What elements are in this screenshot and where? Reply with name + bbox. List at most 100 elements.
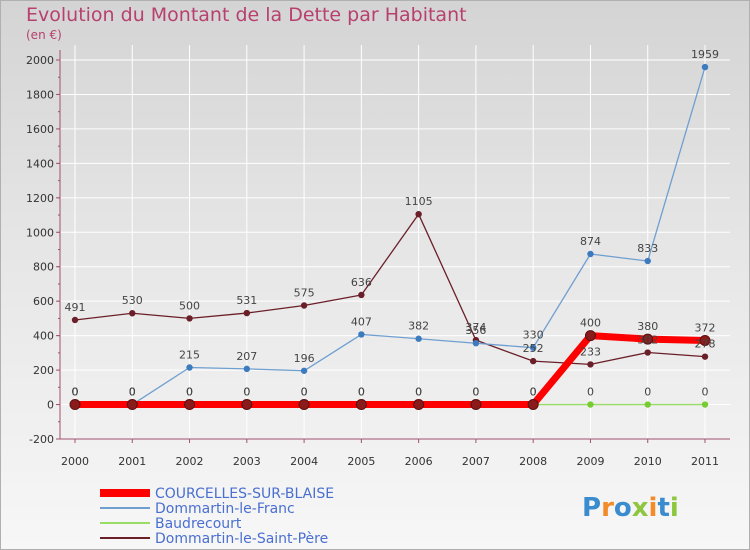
- data-point: [587, 250, 594, 258]
- chart-subtitle: (en €): [26, 28, 62, 42]
- data-label: 0: [644, 386, 651, 399]
- data-point: [415, 210, 422, 218]
- data-point: [300, 302, 308, 309]
- data-point: [701, 63, 709, 71]
- series-line-0: [71, 332, 709, 409]
- data-point: [69, 399, 81, 411]
- data-point: [71, 316, 79, 324]
- data-label: 382: [408, 320, 429, 333]
- data-label: 372: [695, 321, 716, 334]
- data-label: 380: [637, 320, 658, 333]
- data-point: [587, 361, 594, 368]
- x-tick-label: 2002: [176, 455, 204, 468]
- data-label: 0: [530, 386, 537, 399]
- data-point: [701, 353, 709, 360]
- data-label: 0: [415, 386, 422, 399]
- series-line-1: [74, 66, 706, 406]
- y-tick-label: 1000: [26, 226, 54, 239]
- data-label: 0: [72, 386, 79, 399]
- data-point: [470, 399, 482, 411]
- data-point: [472, 340, 480, 347]
- data-label: 0: [301, 386, 308, 399]
- data-label: 1959: [691, 48, 719, 61]
- data-point: [529, 357, 537, 365]
- data-label: 215: [179, 349, 200, 362]
- x-tick-label: 2008: [519, 455, 547, 468]
- series-line-3: [74, 213, 706, 366]
- data-label: 0: [358, 386, 365, 399]
- y-tick-label: -200: [29, 433, 54, 446]
- data-label: 196: [294, 352, 315, 365]
- data-label: 0: [530, 386, 537, 399]
- data-label: 0: [72, 386, 79, 399]
- data-label: 0: [243, 386, 250, 399]
- data-label: 0: [702, 386, 709, 399]
- x-tick-label: 2005: [347, 455, 375, 468]
- data-point: [129, 310, 136, 317]
- data-point: [300, 367, 308, 374]
- data-point: [584, 330, 596, 342]
- data-label: 0: [72, 386, 79, 399]
- data-label: 874: [580, 235, 601, 248]
- data-point: [186, 315, 193, 322]
- y-tick-label: 600: [33, 295, 54, 308]
- data-label: 0: [129, 386, 136, 399]
- legend-label: Dommartin-le-Saint-Père: [155, 531, 328, 547]
- data-label: 0: [129, 386, 136, 399]
- data-label: 0: [186, 386, 193, 399]
- data-label: 0: [243, 386, 250, 399]
- data-point: [358, 291, 365, 299]
- data-label: 0: [301, 386, 308, 399]
- x-tick-label: 2009: [576, 455, 604, 468]
- y-tick-label: 0: [47, 399, 54, 412]
- x-tick-label: 2007: [462, 455, 490, 468]
- data-point: [126, 399, 138, 411]
- data-label: 1105: [405, 195, 433, 208]
- data-point: [644, 349, 651, 356]
- data-point: [527, 399, 539, 411]
- y-tick-label: 800: [33, 261, 54, 274]
- data-labels: 0 0 0 0 0 0 0 0 0 400 380 372 0 0 215 207 196 407 382 356 33…: [65, 48, 720, 398]
- data-point: [355, 399, 367, 411]
- data-point: [184, 399, 196, 411]
- legend-label: Baudrecourt: [155, 516, 242, 532]
- data-point: [701, 401, 709, 408]
- data-point: [358, 331, 365, 338]
- data-label: 530: [122, 294, 143, 307]
- y-tick-label: 1600: [26, 123, 54, 136]
- data-label: 575: [294, 286, 315, 299]
- y-tick-label: 2000: [26, 54, 54, 67]
- data-point: [243, 309, 251, 317]
- data-label: 407: [351, 315, 372, 328]
- data-label: 0: [472, 386, 479, 399]
- data-label: 278: [695, 338, 716, 351]
- data-label: 0: [186, 386, 193, 399]
- svg-text:Proxiti: Proxiti: [582, 493, 679, 523]
- y-tick-label: 1200: [26, 192, 54, 205]
- data-label: 400: [580, 317, 601, 330]
- y-tick-label: 400: [33, 330, 54, 343]
- data-point: [241, 399, 253, 411]
- data-point: [529, 344, 537, 351]
- x-tick-label: 2011: [691, 455, 719, 468]
- data-label: 207: [236, 350, 257, 363]
- data-point: [699, 334, 711, 346]
- data-label: 833: [637, 242, 658, 255]
- data-label: 0: [358, 386, 365, 399]
- data-point: [298, 399, 310, 411]
- x-tick-label: 2000: [61, 455, 89, 468]
- chart-title: Evolution du Montant de la Dette par Hab…: [26, 4, 467, 26]
- grid-lines: [60, 45, 730, 440]
- data-point: [186, 364, 193, 371]
- legend: COURCELLES-SUR-BLAISEDommartin-le-FrancB…: [100, 486, 334, 547]
- data-label: 0: [587, 386, 594, 399]
- data-point: [642, 333, 654, 345]
- data-label: 0: [472, 386, 479, 399]
- data-label: 636: [351, 276, 372, 289]
- y-tick-label: 200: [33, 364, 54, 377]
- x-tick-label: 2003: [233, 455, 261, 468]
- data-point: [644, 257, 651, 265]
- data-label: 500: [179, 299, 200, 312]
- proxiti-logo: Proxiti: [582, 493, 679, 523]
